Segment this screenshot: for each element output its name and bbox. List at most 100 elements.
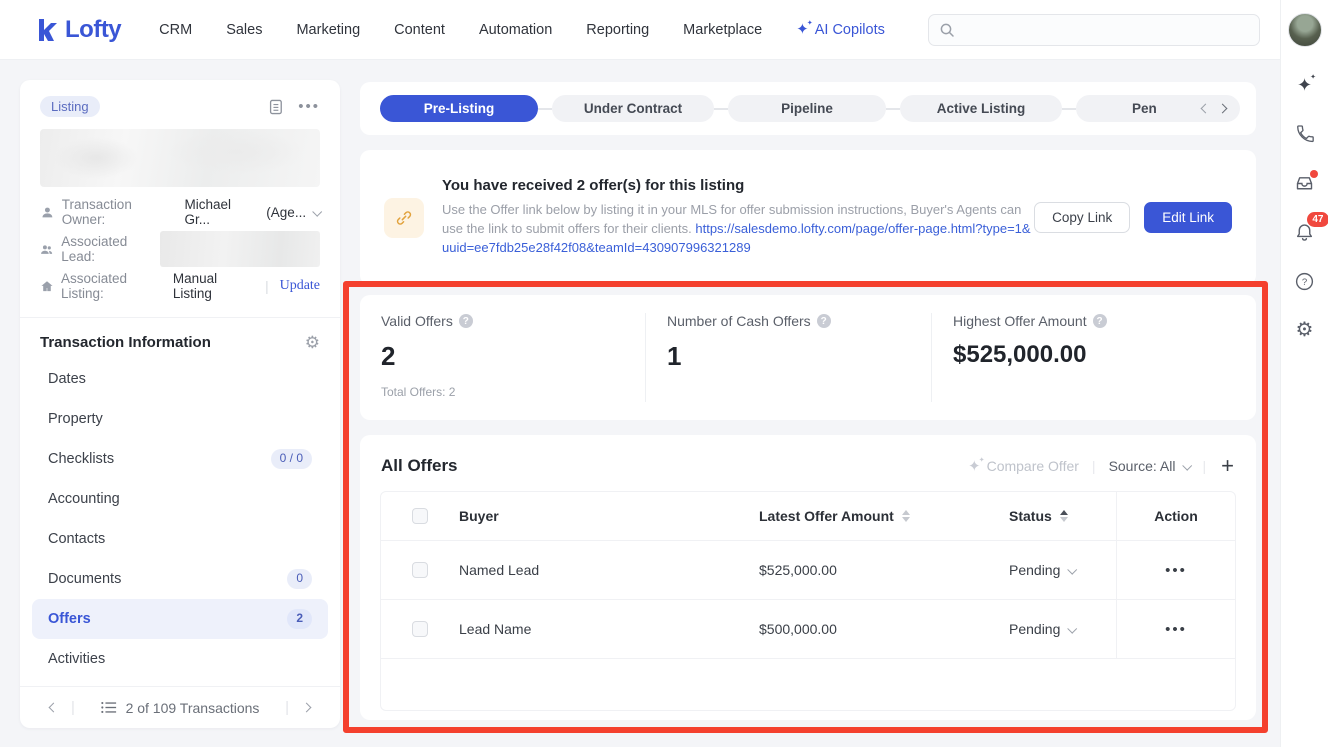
user-avatar[interactable] — [1287, 13, 1322, 47]
search-input[interactable] — [961, 22, 1249, 38]
row-checkbox[interactable] — [412, 621, 428, 637]
stat-valid-offers: Valid Offers ? 2 Total Offers: 2 — [360, 313, 646, 402]
valid-offers-help-icon[interactable]: ? — [458, 314, 473, 328]
select-all-checkbox[interactable] — [412, 508, 428, 524]
row-checkbox[interactable] — [412, 562, 428, 578]
stage-pipeline[interactable]: Pipeline — [728, 95, 886, 122]
list-icon[interactable] — [100, 701, 117, 714]
sidebar-item-offers[interactable]: Offers 2 — [32, 599, 328, 639]
section-gear-icon[interactable]: ⚙ — [304, 333, 320, 352]
total-offers-label: Total Offers: 2 — [381, 385, 456, 399]
sidebar-item-documents[interactable]: Documents 0 — [32, 559, 328, 599]
pipeline-stage-bar: Pre-Listing Under Contract Pipeline Acti… — [360, 82, 1256, 135]
sidebar-item-checklists[interactable]: Checklists 0 / 0 — [32, 439, 328, 479]
nav-item-ai-copilots[interactable]: ✦ ✦ AI Copilots — [796, 20, 885, 38]
add-offer-button[interactable]: + — [1221, 453, 1234, 478]
pager-label: 2 of 109 Transactions — [125, 699, 260, 716]
stage-pre-listing[interactable]: Pre-Listing — [380, 95, 538, 122]
owner-value: Michael Gr... — [184, 197, 232, 227]
global-search[interactable] — [928, 14, 1260, 46]
nav-item-reporting[interactable]: Reporting — [586, 21, 650, 38]
owner-label: Transaction Owner: — [61, 197, 132, 227]
stat-cash-offers: Number of Cash Offers ? 1 — [646, 313, 932, 402]
owner-chevron-down-icon[interactable] — [312, 206, 323, 217]
help-icon[interactable]: ? — [1293, 269, 1317, 293]
pager-prev-icon[interactable] — [48, 702, 59, 713]
status-chevron-down-icon — [1067, 623, 1078, 634]
valid-offers-value: 2 — [381, 341, 396, 371]
listing-type-badge: Listing — [40, 96, 100, 117]
lead-value-redacted — [160, 231, 320, 267]
ai-sparkle-icon: ✦ ✦ — [796, 20, 813, 38]
bell-icon[interactable]: 47 — [1293, 212, 1328, 244]
all-offers-title: All Offers — [381, 456, 458, 475]
buyer-name[interactable]: Named Lead — [459, 562, 540, 578]
phone-icon[interactable] — [1293, 122, 1317, 146]
offers-badge: 2 — [287, 609, 312, 629]
offer-stats-card: Valid Offers ? 2 Total Offers: 2 Number … — [360, 295, 1256, 420]
highest-offer-help-icon[interactable]: ? — [1092, 314, 1107, 328]
link-icon — [384, 197, 424, 238]
documents-badge: 0 — [287, 569, 312, 589]
sidebar-item-contacts[interactable]: Contacts — [48, 531, 106, 547]
stage-prev-icon[interactable] — [1200, 103, 1211, 114]
sidebar-item-dates[interactable]: Dates — [48, 371, 86, 387]
offer-page-link[interactable]: https://salesdemo.lofty.com/page/offer-p… — [442, 221, 1031, 255]
sidebar-nav: Dates Property Checklists 0 / 0 Accounti… — [20, 357, 340, 681]
source-filter-dropdown[interactable]: Source: All — [1109, 458, 1192, 474]
nav-item-marketing[interactable]: Marketing — [296, 21, 361, 38]
copy-link-button[interactable]: Copy Link — [1034, 202, 1131, 233]
house-icon — [41, 280, 53, 291]
column-action: Action — [1116, 492, 1235, 540]
column-amount[interactable]: Latest Offer Amount — [759, 508, 1009, 524]
edit-link-button[interactable]: Edit Link — [1144, 202, 1232, 233]
row-action-menu-icon[interactable]: ••• — [1165, 620, 1187, 638]
sidebar-item-activities[interactable]: Activities — [48, 651, 106, 667]
nav-item-marketplace[interactable]: Marketplace — [683, 21, 763, 38]
more-menu-icon[interactable]: ••• — [298, 98, 320, 115]
row-action-menu-icon[interactable]: ••• — [1165, 561, 1187, 579]
column-buyer[interactable]: Buyer — [459, 508, 499, 524]
lofty-logo[interactable]: Lofty — [36, 16, 122, 44]
lofty-logo-icon — [39, 18, 57, 41]
nav-item-sales[interactable]: Sales — [226, 21, 263, 38]
buyer-name[interactable]: Lead Name — [459, 621, 532, 637]
pager-next-icon[interactable] — [301, 702, 312, 713]
table-header-row: Buyer Latest Offer Amount Status Action — [381, 492, 1235, 540]
column-status[interactable]: Status — [1009, 508, 1116, 524]
update-listing-link[interactable]: Update — [279, 278, 321, 293]
associated-listing-label: Associated Listing: — [60, 271, 128, 301]
listing-photo-placeholder — [40, 129, 320, 187]
nav-item-content[interactable]: Content — [394, 21, 445, 38]
inbox-icon[interactable] — [1293, 170, 1318, 195]
stage-next-icon[interactable] — [1217, 103, 1228, 114]
sidebar-item-accounting[interactable]: Accounting — [48, 491, 120, 507]
nav-item-automation[interactable]: Automation — [478, 21, 553, 38]
status-sort-icon[interactable] — [1059, 510, 1068, 522]
status-dropdown[interactable]: Pending — [1009, 562, 1116, 578]
main-nav: CRM Sales Marketing Content Automation R… — [159, 20, 885, 38]
ai-assistant-icon[interactable]: ✦ ✦ — [1296, 74, 1317, 95]
stage-active-listing[interactable]: Active Listing — [900, 95, 1062, 122]
sidebar-item-property[interactable]: Property — [48, 411, 103, 427]
cash-offers-help-icon[interactable]: ? — [816, 314, 831, 328]
ai-copilots-label: AI Copilots — [814, 21, 885, 38]
nav-item-crm[interactable]: CRM — [159, 21, 193, 38]
panel-divider — [20, 317, 340, 318]
transaction-side-panel: Listing ••• Transaction Owner: Michael G… — [20, 80, 340, 728]
stage-under-contract[interactable]: Under Contract — [552, 95, 714, 122]
settings-gear-icon[interactable]: ⚙ — [1295, 319, 1314, 341]
stage-scroll-nav — [1188, 95, 1240, 122]
banner-title: You have received 2 offer(s) for this li… — [442, 177, 745, 195]
transaction-pager: | 2 of 109 Transactions | — [20, 686, 340, 728]
cash-offers-value: 1 — [667, 341, 682, 371]
lead-label: Associated Lead: — [61, 234, 128, 264]
checklists-badge: 0 / 0 — [270, 449, 312, 469]
compare-offer-button[interactable]: ✦ ✦ Compare Offer — [968, 456, 1079, 475]
annotation-highlight-box: Valid Offers ? 2 Total Offers: 2 Number … — [343, 281, 1268, 733]
associated-listing-value: Manual Listing — [172, 271, 218, 301]
amount-sort-icon[interactable] — [901, 510, 910, 522]
copy-document-icon[interactable] — [267, 98, 284, 116]
status-dropdown[interactable]: Pending — [1009, 621, 1116, 637]
people-icon — [41, 244, 53, 254]
